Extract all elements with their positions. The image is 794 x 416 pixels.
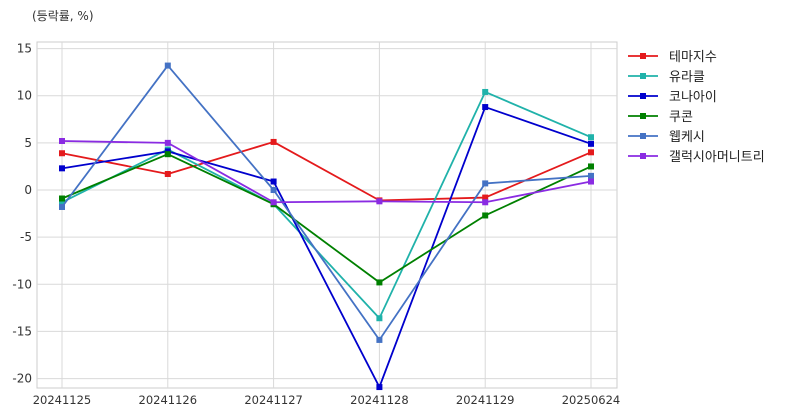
legend-label: 웹케시 bbox=[669, 130, 705, 145]
legend-marker bbox=[640, 113, 646, 119]
data-point bbox=[270, 187, 277, 194]
y-tick-label: -20 bbox=[12, 372, 32, 386]
y-tick-label: -15 bbox=[12, 324, 32, 338]
data-point bbox=[59, 199, 65, 206]
data-point bbox=[588, 172, 594, 179]
y-axis: 15 10 5 0 -5 -10 -15 -20 bbox=[12, 42, 32, 386]
data-point bbox=[164, 170, 171, 177]
series-lines bbox=[59, 62, 594, 391]
legend-label: 쿠콘 bbox=[669, 110, 693, 125]
legend-item: 테마지수 bbox=[628, 50, 717, 65]
x-tick-label: 20241127 bbox=[244, 393, 303, 407]
legend-label: 갤럭시아머니트리 bbox=[669, 150, 765, 165]
legend-marker bbox=[640, 53, 646, 59]
data-point bbox=[376, 198, 383, 205]
y-tick-label: 10 bbox=[17, 89, 32, 103]
legend-marker bbox=[640, 73, 646, 79]
data-point bbox=[376, 315, 383, 322]
data-point bbox=[482, 104, 489, 111]
data-point bbox=[482, 194, 489, 201]
y-tick-label: 15 bbox=[17, 42, 32, 56]
series-line bbox=[61, 141, 592, 202]
data-point bbox=[588, 140, 594, 147]
legend-item: 코나아이 bbox=[628, 90, 717, 105]
data-point bbox=[588, 178, 594, 185]
legend-marker bbox=[640, 93, 646, 99]
legend-label: 테마지수 bbox=[669, 50, 717, 65]
data-point bbox=[376, 336, 383, 343]
data-point bbox=[59, 165, 65, 172]
data-point bbox=[59, 150, 65, 157]
series-5 bbox=[59, 62, 594, 343]
legend-marker bbox=[640, 133, 646, 139]
x-tick-label: 20250624 bbox=[562, 393, 621, 407]
data-point bbox=[482, 199, 489, 206]
legend-item: 쿠콘 bbox=[628, 110, 693, 125]
series-line bbox=[61, 140, 592, 204]
data-point bbox=[482, 180, 489, 187]
y-tick-label: -10 bbox=[12, 277, 32, 291]
x-tick-label: 20241126 bbox=[139, 393, 198, 407]
y-tick-label: 5 bbox=[24, 136, 32, 150]
data-point bbox=[164, 62, 171, 69]
data-point bbox=[59, 203, 65, 210]
data-point bbox=[270, 199, 277, 206]
data-point bbox=[59, 137, 65, 144]
data-point bbox=[588, 149, 594, 156]
plot-area bbox=[36, 41, 618, 389]
x-axis: 20241125 20241126 20241127 20241128 20241129… bbox=[33, 393, 621, 407]
unit-label: (등락률, %) bbox=[32, 9, 94, 23]
legend-item: 유라클 bbox=[628, 70, 705, 85]
data-point bbox=[482, 88, 489, 95]
x-tick-label: 20241125 bbox=[33, 393, 92, 407]
data-point bbox=[482, 212, 489, 219]
data-point bbox=[588, 134, 594, 141]
legend-item: 갤럭시아머니트리 bbox=[628, 150, 765, 165]
data-point bbox=[270, 178, 277, 185]
data-point bbox=[588, 163, 594, 170]
series-6 bbox=[59, 137, 594, 206]
y-tick-label: 0 bbox=[24, 183, 32, 197]
series-line bbox=[61, 106, 592, 388]
data-point bbox=[376, 384, 383, 391]
data-point bbox=[59, 195, 65, 202]
legend-item: 웹케시 bbox=[628, 130, 705, 145]
x-tick-label: 20241128 bbox=[350, 393, 409, 407]
series-line bbox=[61, 153, 592, 284]
series-line bbox=[61, 64, 592, 341]
data-point bbox=[164, 151, 171, 158]
data-point bbox=[164, 139, 171, 146]
x-tick-label: 20241129 bbox=[456, 393, 515, 407]
series-line bbox=[61, 91, 592, 320]
y-tick-label: -5 bbox=[20, 230, 32, 244]
data-point bbox=[376, 279, 383, 286]
data-point bbox=[270, 138, 277, 145]
legend-label: 유라클 bbox=[669, 70, 705, 85]
legend-label: 코나아이 bbox=[669, 90, 717, 105]
legend-marker bbox=[640, 153, 646, 159]
